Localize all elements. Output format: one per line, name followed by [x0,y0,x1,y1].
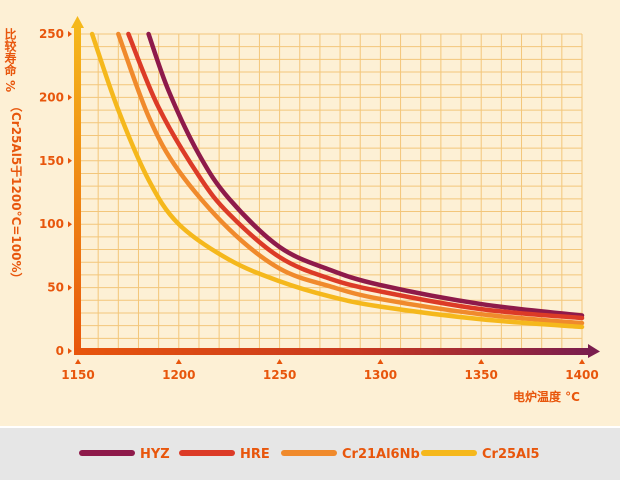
y-tick-marker [68,94,72,101]
x-tick-label: 1350 [464,368,497,382]
y-tick-marker [68,284,72,291]
y-tick-label: 50 [47,281,64,295]
series-lines [89,31,585,330]
y-tick-marker [68,157,72,164]
y-tick-label: 250 [39,27,64,41]
y-tick-label: 150 [39,154,64,168]
series-line-cr25al5 [89,31,585,330]
x-tick-marker [579,359,585,364]
legend-label: Cr21Al6Nb [342,447,420,462]
y-axis-line [74,26,81,354]
y-tick-label: 200 [39,90,64,104]
y-axis-title: 比较寿命 % [3,27,17,93]
axis-titles: 电炉温度 °C 比较寿命 % （Cr25Al5于1200°C=100%） [3,27,580,404]
y-tick-marker [68,348,72,354]
series-line-hyz [146,31,585,318]
y-axis-subtitle: （Cr25Al5于1200°C=100%） [9,100,24,285]
series-line-cr21al6nb [116,31,585,326]
y-tick-label: 0 [56,344,64,358]
legend-label: HRE [240,447,270,462]
x-tick-label: 1300 [364,368,397,382]
axes [71,16,600,358]
y-tick-label: 100 [39,217,64,231]
x-tick-label: 1400 [565,368,598,382]
x-tick-marker [75,359,81,364]
y-axis-arrow [71,16,84,28]
x-axis-arrow [588,344,600,358]
legend: HYZ HRE Cr21Al6Nb Cr25Al5 [79,447,540,462]
y-tick-marker [68,31,72,37]
x-tick-marker [175,359,182,364]
y-tick-marker [68,221,72,228]
x-axis-title: 电炉温度 °C [513,389,580,404]
x-tick-marker [377,359,384,364]
x-tick-label: 1150 [61,368,94,382]
series-line-hre [126,31,585,321]
legend-label: Cr25Al5 [482,447,540,462]
legend-label: HYZ [140,447,170,462]
tick-labels: 1150 1200 1250 1300 1350 1400 0 50 100 150 200 250 [39,27,599,382]
x-tick-label: 1250 [263,368,296,382]
x-tick-marker [276,359,283,364]
x-axis-line [74,348,590,355]
x-tick-label: 1200 [162,368,195,382]
x-tick-marker [478,359,485,364]
